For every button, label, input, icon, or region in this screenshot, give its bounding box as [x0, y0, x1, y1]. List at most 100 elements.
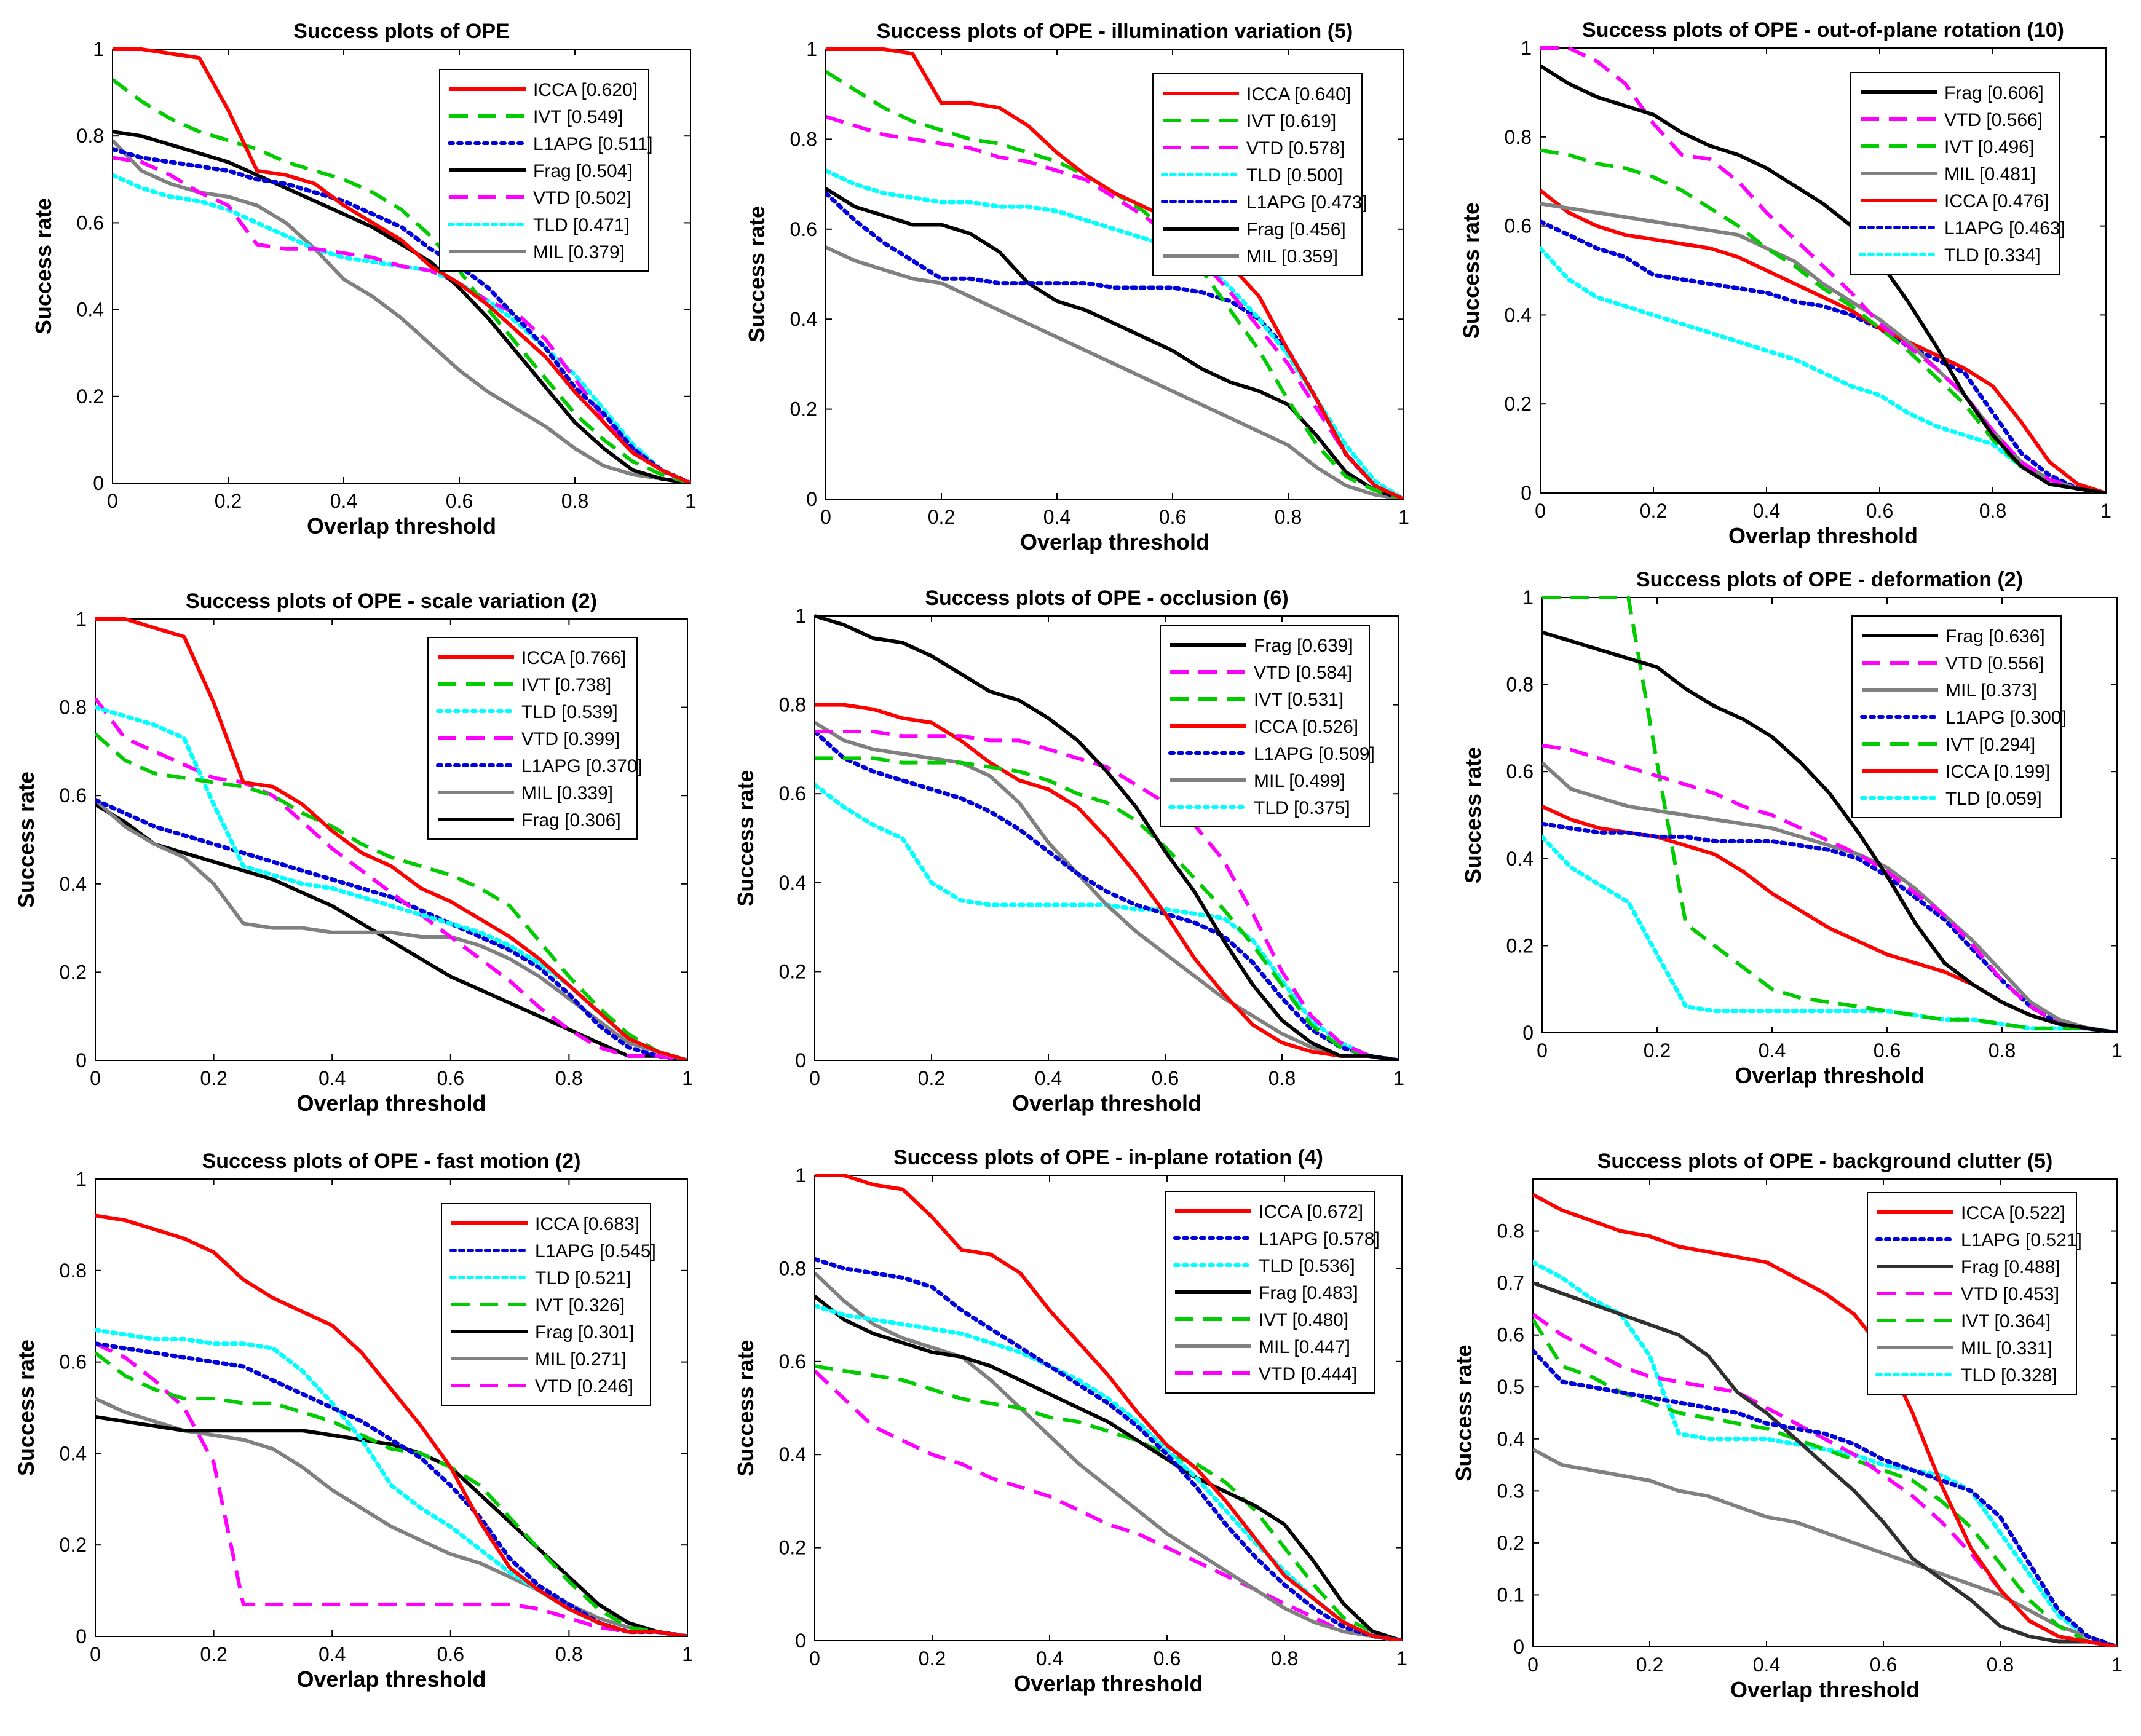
legend: ICCA [0.683] L1APG [0.545] TLD [0.521] IVT … [441, 1203, 656, 1406]
series-group [95, 1213, 687, 1636]
y-tick-label: 0.5 [1497, 1376, 1524, 1398]
x-tick-label: 0 [809, 1647, 820, 1670]
y-tick-label: 0.4 [1506, 848, 1534, 870]
legend-label: VTD [0.566] [1944, 110, 2043, 130]
legend-label: L1APG [0.463] [1944, 218, 2065, 239]
chart-title: Success plots of OPE [293, 20, 509, 43]
y-tick-label: 0.8 [1497, 1220, 1524, 1242]
x-tick-label: 0.2 [200, 1643, 227, 1665]
x-tick-label: 0 [90, 1067, 101, 1089]
legend-label: L1APG [0.473] [1246, 192, 1367, 213]
y-tick-label: 0.2 [60, 1534, 87, 1556]
legend-label: TLD [0.328] [1961, 1365, 2057, 1386]
chart-3: Success plots of OPE - out-of-plane rota… [1458, 18, 2111, 548]
y-axis-label: Success rate [744, 206, 769, 342]
x-tick-label: 0.8 [561, 490, 588, 512]
legend-label: VTD [0.444] [1259, 1364, 1357, 1384]
series-line-icca [95, 1213, 687, 1636]
legend-label: MIL [0.271] [535, 1349, 627, 1370]
series-line-l1apg [113, 146, 691, 483]
y-tick-label: 0.6 [60, 784, 87, 807]
legend-label: TLD [0.334] [1944, 245, 2041, 266]
series-line-ivt [815, 1364, 1402, 1641]
legend-label: L1APG [0.578] [1259, 1229, 1380, 1249]
legend-box [441, 1203, 651, 1406]
chart-8: Success plots of OPE - in-plane rotation… [733, 1146, 1407, 1696]
y-tick-label: 0.6 [1497, 1324, 1524, 1346]
y-tick-label: 0.6 [1506, 760, 1534, 783]
legend-label: L1APG [0.370] [521, 756, 643, 776]
chart-1: Success plots of OPE 0 0.2 0.4 0.6 0.8 1 0 0.2 0.… [31, 20, 696, 539]
chart-5: Success plots of OPE - occlusion (6) 0 0.2… [733, 586, 1404, 1116]
x-tick-label: 0.8 [1275, 506, 1302, 528]
y-tick-label: 0.8 [779, 1257, 806, 1279]
x-axis-label: Overlap threshold [1735, 1063, 1924, 1088]
x-axis-label: Overlap threshold [307, 513, 496, 539]
x-tick-label: 1 [1393, 1067, 1404, 1089]
legend: ICCA [0.640] IVT [0.619] VTD [0.578] TLD [0… [1152, 73, 1367, 276]
chart-title: Success plots of OPE - out-of-plane rota… [1582, 18, 2064, 42]
legend-label: Frag [0.306] [521, 810, 621, 831]
x-axis-label: Overlap threshold [1013, 1671, 1203, 1696]
legend: ICCA [0.766] IVT [0.738] TLD [0.539] VTD [0… [427, 637, 643, 840]
series-line-l1apg [815, 1257, 1402, 1641]
legend-label: ICCA [0.766] [521, 648, 626, 668]
series-line-frag [95, 803, 687, 1060]
series-line-l1apg [815, 729, 1399, 1060]
y-tick-label: 1 [1522, 586, 1534, 609]
legend-label: IVT [0.480] [1259, 1310, 1348, 1330]
chart-title: Success plots of OPE - in-plane rotation… [893, 1146, 1323, 1169]
legend: ICCA [0.620] IVT [0.549] L1APG [0.511] Frag… [439, 69, 653, 272]
series-line-vtd [1542, 743, 2117, 1033]
y-tick-label: 0.4 [1505, 304, 1532, 326]
series-line-vtd [95, 1342, 687, 1636]
series-line-tld [1533, 1260, 2117, 1647]
y-tick-label: 0.8 [60, 696, 87, 719]
y-axis-label: Success rate [1460, 747, 1486, 883]
series-line-vtd [815, 1369, 1402, 1641]
legend-label: TLD [0.539] [521, 702, 618, 722]
legend-label: VTD [0.246] [535, 1376, 633, 1397]
legend-label: VTD [0.578] [1246, 138, 1345, 159]
y-axis-label: Success rate [733, 770, 758, 906]
legend-label: TLD [0.500] [1246, 165, 1343, 186]
legend-label: TLD [0.059] [1945, 789, 2042, 809]
series-group [815, 1174, 1402, 1641]
series-line-frag [1542, 630, 2117, 1033]
x-tick-label: 0 [1527, 1654, 1538, 1676]
y-tick-label: 0 [795, 1049, 806, 1071]
x-tick-label: 1 [682, 1067, 693, 1089]
series-group [1540, 46, 2106, 493]
y-tick-label: 1 [76, 1168, 87, 1190]
series-line-ivt [113, 78, 691, 483]
y-tick-label: 0 [1521, 482, 1532, 504]
chart-title: Success plots of OPE - fast motion (2) [202, 1150, 581, 1173]
legend-label: MIL [0.481] [1944, 164, 2036, 184]
series-line-mil [826, 245, 1404, 499]
legend-label: MIL [0.499] [1254, 771, 1345, 791]
y-tick-label: 0 [76, 1049, 87, 1071]
legend-label: IVT [0.619] [1246, 111, 1336, 132]
y-tick-label: 1 [795, 1164, 806, 1186]
x-tick-label: 1 [2100, 500, 2111, 522]
y-tick-label: 0.6 [779, 1351, 806, 1373]
legend-label: ICCA [0.522] [1961, 1203, 2065, 1223]
series-line-vtd [95, 697, 687, 1060]
legend-label: TLD [0.471] [533, 215, 630, 235]
x-tick-label: 1 [682, 1643, 693, 1665]
series-line-vtd [1540, 46, 2106, 493]
chart-7: Success plots of OPE - fast motion (2)0 0… [14, 1150, 693, 1692]
legend-label: MIL [0.339] [521, 783, 613, 803]
series-line-icca [95, 617, 687, 1060]
legend-label: ICCA [0.683] [535, 1214, 639, 1234]
legend-label: Frag [0.456] [1246, 219, 1346, 240]
x-tick-label: 0.6 [1154, 1647, 1181, 1670]
legend-box [427, 637, 638, 840]
legend-label: L1APG [0.521] [1961, 1230, 2082, 1250]
x-tick-label: 0.2 [200, 1067, 227, 1089]
y-tick-label: 0 [1513, 1636, 1524, 1658]
y-tick-label: 0.4 [60, 873, 87, 895]
x-tick-label: 1 [1398, 506, 1409, 528]
y-tick-label: 0.8 [60, 1260, 87, 1282]
